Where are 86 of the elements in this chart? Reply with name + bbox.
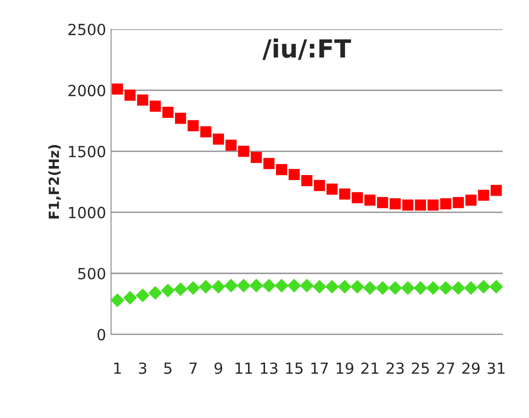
point (489, 280, 503, 294)
point (123, 290, 137, 305)
y-tick-label: 2000 (68, 84, 106, 96)
point (414, 199, 426, 211)
x-tick-label: 3 (138, 362, 146, 374)
point (376, 281, 390, 295)
point (352, 192, 363, 204)
x-tick-label: 7 (190, 362, 197, 374)
x-tick-label: 15 (286, 362, 303, 374)
y-tick-label: 500 (78, 268, 106, 280)
x-tick-label: 21 (361, 362, 378, 374)
point (440, 198, 452, 210)
point (326, 184, 338, 195)
x-tick-label: 17 (311, 362, 328, 374)
point (312, 280, 326, 294)
point (174, 112, 186, 124)
point (161, 284, 175, 298)
point (325, 280, 339, 294)
point (338, 280, 352, 294)
x-tick-label: 11 (236, 362, 252, 374)
point (150, 100, 161, 112)
x-tick-label: 19 (336, 362, 354, 374)
point (388, 281, 402, 295)
y-tick-label: 0 (98, 328, 106, 340)
x-tick-label: 25 (412, 362, 429, 374)
point (438, 281, 453, 295)
point (301, 175, 312, 186)
point (464, 281, 478, 295)
point (426, 281, 440, 295)
point (249, 278, 264, 292)
x-tick-label: 31 (488, 362, 505, 374)
point (490, 184, 502, 196)
point (148, 286, 162, 300)
point (274, 278, 288, 292)
point (350, 280, 364, 294)
point (390, 198, 401, 210)
point (414, 281, 428, 295)
x-tick-label: 9 (214, 362, 222, 374)
point (186, 281, 200, 295)
point (238, 146, 250, 157)
point (162, 106, 174, 118)
point (452, 197, 464, 208)
point (224, 278, 238, 292)
point (465, 194, 477, 206)
point (478, 190, 490, 201)
point (212, 134, 224, 145)
point (200, 126, 212, 138)
point (250, 152, 262, 163)
point (111, 293, 124, 308)
point (314, 180, 326, 192)
x-tick-label: 5 (164, 362, 172, 374)
y-tick-label: 2500 (68, 24, 106, 36)
point (112, 84, 123, 95)
x-tick-label: 23 (386, 362, 404, 374)
point (288, 168, 300, 180)
x-tick-label: 29 (462, 362, 480, 374)
point (402, 199, 414, 211)
point (198, 280, 213, 294)
point (451, 281, 466, 295)
point (300, 278, 314, 292)
point (236, 278, 251, 292)
point (339, 188, 350, 200)
point (428, 199, 439, 211)
point (364, 194, 376, 206)
point (226, 140, 237, 151)
chart-title: /iu/:FT (262, 38, 352, 60)
point (400, 281, 415, 295)
y-axis-title: F1,F2(Hz) (48, 145, 61, 219)
point (136, 288, 150, 302)
point (263, 158, 274, 170)
point (174, 282, 188, 296)
point (137, 94, 148, 106)
point (262, 278, 276, 292)
point (124, 90, 136, 101)
point (287, 278, 302, 292)
x-tick-label: 1 (114, 362, 121, 374)
point (363, 281, 377, 295)
point (188, 120, 199, 132)
point (377, 197, 388, 208)
point (276, 164, 288, 176)
point (476, 280, 490, 294)
point (212, 280, 226, 294)
y-tick-label: 1000 (69, 206, 106, 218)
x-tick-label: 27 (437, 362, 454, 374)
x-tick-label: 13 (260, 362, 278, 374)
y-tick-label: 1500 (69, 146, 106, 158)
